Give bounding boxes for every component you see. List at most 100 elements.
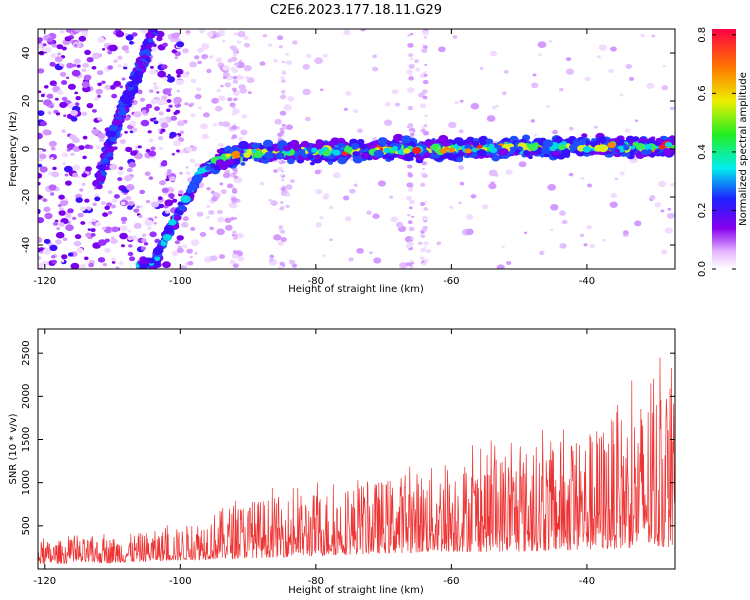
heatmap-cell <box>286 193 291 197</box>
heatmap-cell <box>199 232 207 237</box>
heatmap-cell <box>61 80 68 85</box>
heatmap-cell <box>275 152 285 160</box>
heatmap-cell <box>92 52 101 59</box>
heatmap-cell <box>406 195 412 201</box>
heatmap-cell <box>662 148 673 157</box>
heatmap-cell <box>42 248 51 255</box>
heatmap-cell <box>51 171 60 178</box>
y-tick-label: 0 <box>21 146 32 152</box>
heatmap-cell <box>109 135 118 142</box>
heatmap-cell <box>448 121 457 129</box>
heatmap-cell <box>140 119 150 127</box>
heatmap-cell <box>38 110 45 116</box>
heatmap-cell <box>344 216 352 222</box>
heatmap-cell <box>484 138 494 145</box>
heatmap-cell <box>167 226 174 232</box>
heatmap-cell <box>498 148 509 156</box>
heatmap-cell <box>78 35 87 42</box>
heatmap-cell <box>630 146 636 150</box>
heatmap-cell <box>238 137 244 141</box>
heatmap-cell <box>420 247 427 253</box>
heatmap-cell <box>144 219 153 227</box>
heatmap-cell <box>145 103 153 109</box>
heatmap-cell <box>237 30 246 38</box>
heatmap-cell <box>86 103 94 109</box>
heatmap-cell <box>533 133 537 137</box>
heatmap-cell <box>153 246 164 255</box>
heatmap-cell <box>51 43 57 48</box>
heatmap-cell <box>94 196 101 202</box>
heatmap-cell <box>231 150 241 159</box>
heatmap-cell <box>176 89 181 93</box>
heatmap-cell <box>76 64 81 68</box>
heatmap-cell <box>67 83 76 90</box>
heatmap-cell <box>222 172 231 179</box>
heatmap-cell <box>225 224 233 231</box>
heatmap-cell <box>186 146 193 152</box>
heatmap-cell <box>73 29 83 33</box>
heatmap-cell <box>269 258 274 262</box>
heatmap-cell <box>170 196 174 200</box>
heatmap-cell <box>147 130 152 134</box>
heatmap-cell <box>117 109 127 116</box>
heatmap-cell <box>145 44 152 50</box>
heatmap-cell <box>372 213 380 219</box>
heatmap-cell <box>565 68 575 75</box>
heatmap-cell <box>141 109 147 114</box>
heatmap-cell <box>92 109 97 113</box>
heatmap-cell <box>102 263 107 267</box>
heatmap-cell <box>411 215 415 218</box>
heatmap-cell <box>292 40 298 45</box>
heatmap-cell <box>533 138 539 142</box>
heatmap-cell <box>130 150 138 156</box>
heatmap-cell <box>479 140 487 146</box>
heatmap-cell <box>154 256 161 262</box>
heatmap-cell <box>489 50 498 57</box>
heatmap-cell <box>145 200 151 204</box>
heatmap-cell <box>470 194 477 199</box>
heatmap-cell <box>206 31 214 37</box>
heatmap-cell <box>424 36 427 39</box>
heatmap-cell <box>117 177 123 182</box>
heatmap-cell <box>481 204 489 210</box>
heatmap-cell <box>259 181 265 186</box>
heatmap-cell <box>56 90 64 95</box>
heatmap-cell <box>141 238 147 243</box>
heatmap-cell <box>220 84 224 88</box>
heatmap-cell <box>632 136 640 142</box>
heatmap-cell <box>407 213 411 217</box>
heatmap-cell <box>162 76 168 81</box>
heatmap-cell <box>48 140 57 147</box>
heatmap-cell <box>343 107 348 111</box>
heatmap-cell <box>109 85 116 90</box>
heatmap-cell <box>78 145 85 151</box>
heatmap-cell <box>119 85 123 89</box>
heatmap-cell <box>64 36 72 42</box>
heatmap-cell <box>407 164 413 169</box>
heatmap-cell <box>423 71 427 75</box>
heatmap-cell <box>133 74 143 82</box>
heatmap-cell <box>407 43 414 48</box>
heatmap-cell <box>383 119 393 126</box>
heatmap-cell <box>343 146 353 153</box>
heatmap-cell <box>224 82 231 88</box>
heatmap-cell <box>415 67 420 72</box>
heatmap-cell <box>106 144 112 148</box>
heatmap-cell <box>273 58 278 63</box>
heatmap-cell <box>113 59 118 63</box>
heatmap-cell <box>584 76 591 82</box>
heatmap-cell <box>389 157 395 161</box>
heatmap-cell <box>91 218 97 222</box>
heatmap-cell <box>219 182 224 186</box>
heatmap-cell <box>38 37 43 42</box>
heatmap-cell <box>107 210 113 215</box>
heatmap-cell <box>488 143 495 149</box>
heatmap-cell <box>407 241 414 247</box>
heatmap-cell <box>528 155 533 160</box>
heatmap-cell <box>515 149 521 154</box>
heatmap-cell <box>205 165 212 171</box>
heatmap-cell <box>49 244 58 251</box>
heatmap-cell <box>667 207 672 211</box>
heatmap-cell <box>139 97 146 102</box>
heatmap-cell <box>281 79 286 83</box>
